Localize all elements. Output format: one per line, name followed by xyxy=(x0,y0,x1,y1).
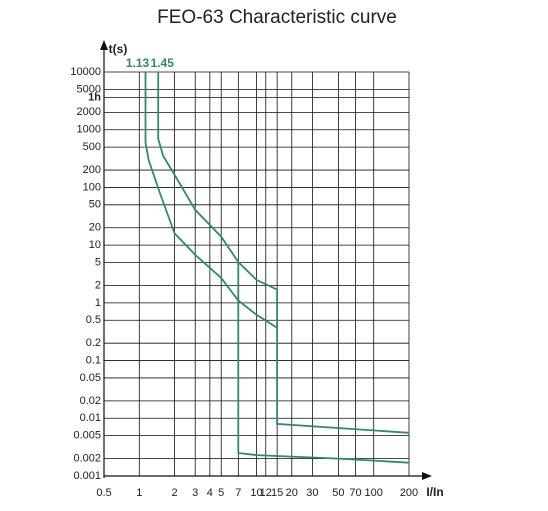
y-tick-label: 0.01 xyxy=(80,412,101,424)
y-tick-label: 500 xyxy=(83,141,101,153)
y-tick-label: 5 xyxy=(95,256,101,268)
x-tick-label: 5 xyxy=(218,487,224,499)
x-tick-label: 100 xyxy=(365,487,383,499)
x-tick-label: 12 xyxy=(260,487,272,499)
x-tick-label: 70 xyxy=(349,487,361,499)
y-tick-label: 0.002 xyxy=(73,453,101,465)
x-tick-label: 200 xyxy=(400,487,418,499)
legend-label: 1.13 xyxy=(126,56,150,70)
x-tick-label: 7 xyxy=(235,487,241,499)
y-tick-label: 0.2 xyxy=(86,337,101,349)
x-tick-label: 2 xyxy=(172,487,178,499)
x-tick-label: 30 xyxy=(306,487,318,499)
y-tick-label: 2000 xyxy=(77,106,101,118)
y-tick-label: 0.05 xyxy=(80,372,101,384)
y-tick-label: 1000 xyxy=(77,124,101,136)
x-tick-label: 20 xyxy=(286,487,298,499)
x-tick-label: 3 xyxy=(192,487,198,499)
chart-title: FEO-63 Characteristic curve xyxy=(157,7,397,28)
y-tick-label: 5000 xyxy=(77,83,101,95)
y-tick-label: 20 xyxy=(89,222,101,234)
y-tick-label: 0.001 xyxy=(73,470,101,482)
x-tick-label: 1 xyxy=(136,487,142,499)
x-tick-label: 10 xyxy=(250,487,262,499)
y-tick-label: 0.5 xyxy=(86,314,101,326)
x-tick-label: 15 xyxy=(271,487,283,499)
legend-label: 1.45 xyxy=(151,56,175,70)
curve xyxy=(157,72,410,434)
y-tick-label: 10000 xyxy=(70,66,101,78)
y-tick-label: 2 xyxy=(95,279,101,291)
y-tick-label: 50 xyxy=(89,199,101,211)
x-arrow xyxy=(422,472,432,480)
x-axis-label: I/In xyxy=(426,485,443,499)
y-tick-label: 1h xyxy=(88,92,101,104)
x-tick-label: 50 xyxy=(332,487,344,499)
y-tick-label: 100 xyxy=(83,181,101,193)
y-tick-label: 0.1 xyxy=(86,354,101,366)
y-arrow xyxy=(100,40,108,50)
x-tick-label: 0.5 xyxy=(96,487,111,499)
x-tick-label: 4 xyxy=(207,487,213,499)
curve xyxy=(144,72,410,464)
y-tick-label: 200 xyxy=(83,164,101,176)
y-tick-label: 0.02 xyxy=(80,395,101,407)
y-axis-label: t(s) xyxy=(109,42,128,56)
y-tick-label: 10 xyxy=(89,239,101,251)
y-tick-label: 0.005 xyxy=(73,430,101,442)
y-tick-label: 1 xyxy=(95,297,101,309)
